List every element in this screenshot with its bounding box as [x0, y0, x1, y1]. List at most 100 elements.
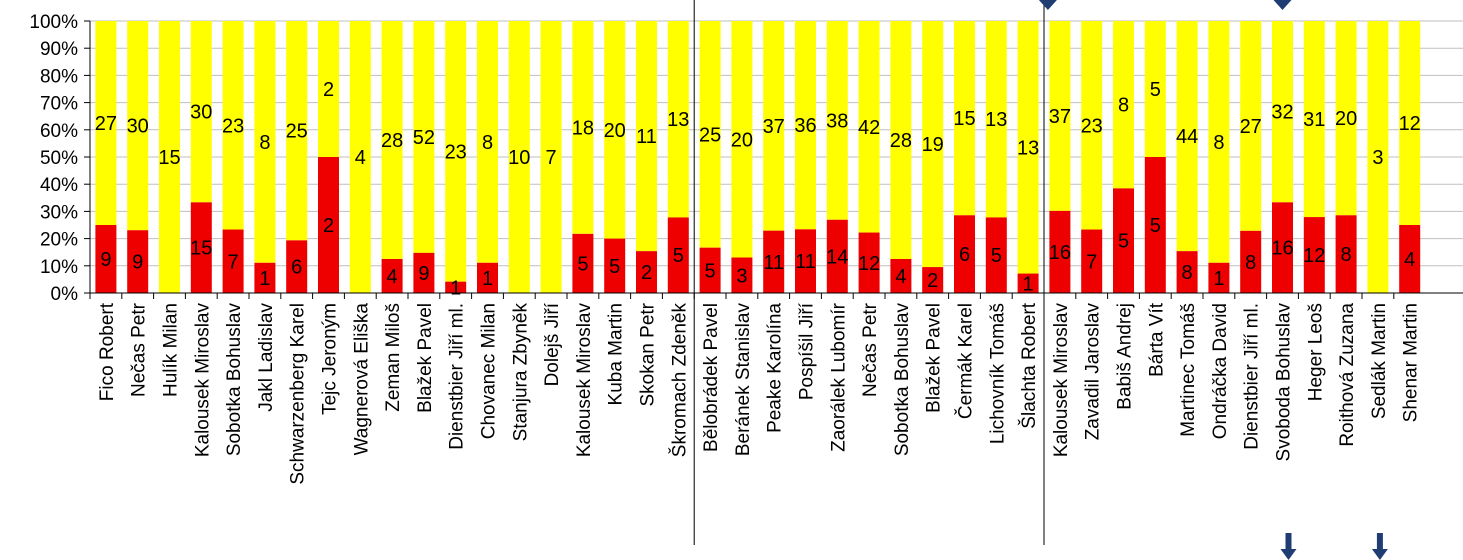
value-label-red: 6 [959, 244, 970, 266]
value-label-red: 16 [1271, 238, 1293, 260]
value-label-red: 4 [1404, 249, 1415, 271]
y-tick-label: 60% [40, 121, 78, 142]
bar-yellow [1144, 21, 1166, 157]
category-label: Ondráčka David [1210, 303, 1231, 439]
value-label-red: 11 [795, 251, 816, 273]
highlight-markers [1038, 0, 1388, 560]
bar-red [1081, 229, 1103, 293]
value-label-red: 8 [1245, 252, 1256, 274]
bar-yellow [858, 21, 880, 233]
bar-yellow [381, 21, 403, 259]
value-label-red: 1 [450, 277, 461, 299]
bar-yellow [604, 21, 626, 239]
category-label: Jakl Ladislav [256, 303, 277, 412]
value-label-yellow: 20 [604, 120, 626, 142]
value-label-yellow: 25 [286, 121, 308, 143]
bar-yellow [159, 21, 180, 293]
value-label-yellow: 15 [158, 147, 180, 169]
bar-red [1240, 230, 1262, 293]
diamond-marker-icon [1038, 0, 1057, 10]
category-label: Sobotka Bohuslav [892, 303, 913, 457]
value-label-yellow: 37 [1049, 106, 1071, 128]
bar-red [954, 215, 975, 293]
y-tick-label: 80% [40, 66, 78, 87]
category-label-last: Shenar Martin [1401, 303, 1422, 422]
value-label-red: 14 [826, 246, 848, 268]
category-label: Zeman Miloš [383, 303, 404, 412]
value-label-red: 7 [228, 251, 239, 273]
value-label-red: 2 [641, 262, 652, 284]
category-label: Martinec Tomáš [1178, 303, 1199, 437]
x-axis-category-labels: Fico Robert Nečas Petr Hulík Milan Kalousek… [97, 302, 1422, 484]
category-label: Škromach Zdeněk [668, 303, 690, 458]
y-tick-label: 0% [51, 284, 79, 305]
bar-yellow [1017, 21, 1039, 274]
y-axis-tick-labels: 0% 10% 20% 30% 40% 50% 60% 70% 80% 90% 100% [29, 12, 78, 305]
bar-red [890, 259, 912, 293]
value-label-yellow: 11 [636, 126, 657, 148]
category-label: Dolejš Jiří [542, 302, 563, 386]
value-label-red: 12 [858, 253, 880, 275]
down-arrow-icon [1371, 533, 1388, 560]
category-label: Kalousek Miroslav [1051, 303, 1072, 458]
bar-red [1176, 251, 1198, 293]
bar-red [190, 202, 212, 293]
y-tick-label: 50% [40, 148, 78, 169]
value-label-red: 1 [259, 268, 270, 290]
bar-yellow [731, 21, 753, 258]
value-label-red: 6 [291, 257, 302, 279]
y-tick-label: 40% [40, 175, 78, 196]
y-tick-label: 30% [40, 202, 78, 223]
value-label-yellow: 20 [731, 129, 753, 151]
category-label: Hulík Milan [161, 303, 182, 397]
value-label-red: 5 [609, 256, 620, 278]
value-label-yellow: 10 [508, 147, 530, 169]
category-label: Blažek Pavel [415, 303, 436, 413]
value-label-red: 5 [577, 253, 588, 275]
bar-yellow [349, 21, 371, 293]
bar-red [763, 230, 785, 293]
bar-yellow [890, 21, 912, 259]
value-label-red: 5 [991, 245, 1002, 267]
bar-red [318, 157, 339, 293]
bar-yellow [318, 21, 339, 157]
bar-yellow [1049, 21, 1071, 211]
value-label-red: 8 [1341, 244, 1352, 266]
bar-yellow [1399, 21, 1421, 225]
axes [84, 20, 1463, 299]
value-label-yellow: 3 [1372, 147, 1383, 169]
category-label: Tejc Jeroným [320, 303, 341, 415]
value-label-yellow: 31 [1303, 109, 1325, 131]
bar-yellow [127, 21, 149, 231]
value-label-yellow: 37 [763, 116, 785, 138]
value-label-red: 7 [1086, 251, 1097, 273]
value-label-yellow: 8 [482, 132, 493, 154]
value-label-yellow: 28 [890, 130, 912, 152]
value-label-yellow: 52 [413, 127, 435, 149]
category-label: Nečas Petr [129, 302, 150, 397]
value-label-yellow: 18 [572, 117, 594, 139]
value-label-red: 5 [705, 260, 716, 282]
value-label-red: 15 [190, 238, 212, 260]
bar-red [1017, 273, 1039, 293]
bar-yellow [795, 21, 816, 230]
category-label: Heger Leoš [1305, 303, 1326, 401]
bar-red [477, 262, 498, 293]
category-label: Sedlák Martin [1369, 303, 1390, 419]
category-label: Peake Karolína [765, 303, 786, 433]
y-tick-label: 20% [40, 230, 78, 251]
category-label: Pospíšil Jiří [797, 302, 818, 400]
category-label: Stanjura Zbyněk [510, 303, 531, 442]
value-label-yellow: 32 [1271, 102, 1293, 124]
category-label: Sobotka Bohuslav [224, 303, 245, 457]
value-label-yellow: 20 [1335, 108, 1357, 130]
y-tick-label: 90% [40, 39, 78, 60]
y-tick-label: 100% [29, 12, 78, 33]
bar-yellow [540, 21, 562, 293]
category-label: Šlachta Robert [1018, 302, 1040, 428]
bar-yellow [286, 21, 308, 241]
value-label-yellow: 30 [190, 102, 212, 124]
value-label-red: 3 [736, 265, 747, 287]
value-label-yellow: 4 [355, 147, 366, 169]
value-label-yellow: 23 [222, 115, 244, 137]
